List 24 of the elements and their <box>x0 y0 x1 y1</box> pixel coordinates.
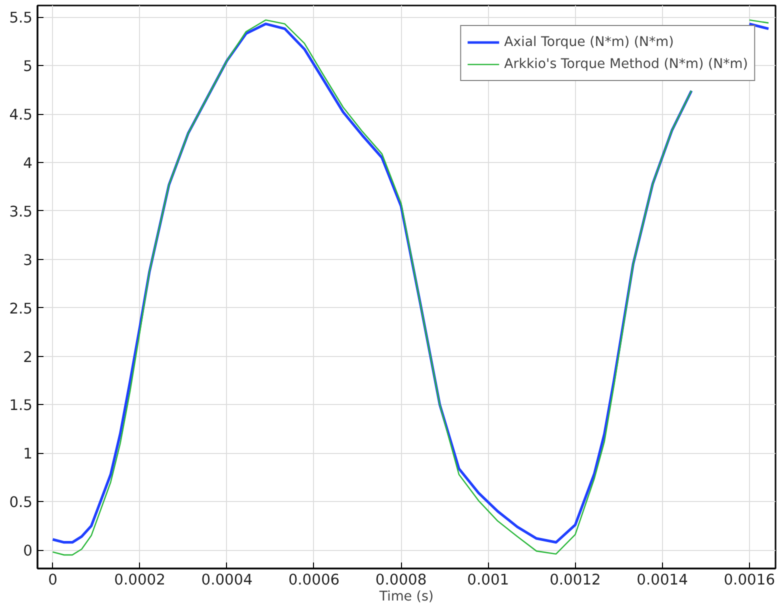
y-tick-label: 2.5 <box>9 300 33 318</box>
x-tick-label: 0.0014 <box>636 572 688 588</box>
y-tick-label: 0.5 <box>9 494 33 512</box>
legend-label: Arkkio's Torque Method (N*m) (N*m) <box>504 56 748 72</box>
x-axis-title: Time (s) <box>378 590 434 604</box>
y-tick-label: 3.5 <box>9 203 33 220</box>
y-tick-label: 1 <box>23 446 33 463</box>
x-tick-label: 0.0016 <box>724 572 776 588</box>
x-tick-label: 0.0002 <box>114 572 166 588</box>
y-tick-label: 5 <box>23 58 33 76</box>
x-tick-label: 0.0006 <box>288 572 340 588</box>
y-tick-label: 0 <box>23 542 33 560</box>
y-tick-label: 4 <box>23 154 33 172</box>
x-tick-label: 0 <box>48 572 58 588</box>
x-tick-label: 0.0008 <box>375 572 427 588</box>
y-tick-label: 5.5 <box>9 10 33 27</box>
x-tick-label: 0.001 <box>467 572 510 588</box>
legend-label: Axial Torque (N*m) (N*m) <box>504 34 674 50</box>
y-tick-label: 1.5 <box>9 397 33 414</box>
y-tick-label: 3 <box>23 252 33 269</box>
y-tick-label: 2 <box>23 348 33 366</box>
x-tick-label: 0.0012 <box>550 572 601 588</box>
x-tick-label: 0.0004 <box>201 572 253 588</box>
y-tick-label: 4.5 <box>9 106 33 124</box>
